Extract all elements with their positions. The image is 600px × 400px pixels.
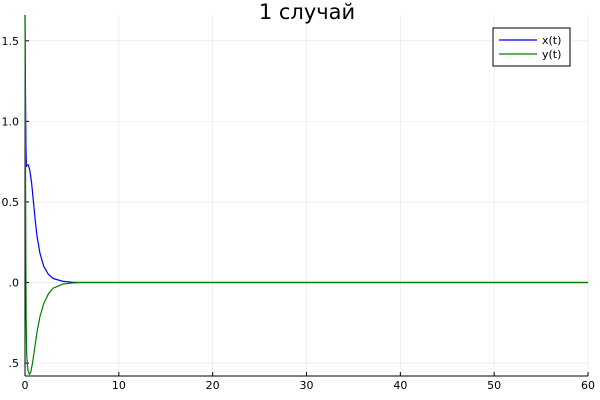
legend-box xyxy=(492,27,571,67)
legend-label-x: x(t) xyxy=(542,34,561,47)
x-tick-label-4: 40 xyxy=(393,379,407,392)
x-tick-label-3: 30 xyxy=(300,379,314,392)
x-tick-label-2: 20 xyxy=(206,379,220,392)
series-line-y xyxy=(24,14,588,375)
x-tick-label-5: 50 xyxy=(487,379,501,392)
x-tick-label-0: 0 xyxy=(22,379,29,392)
legend: x(t) y(t) xyxy=(492,27,571,67)
y-tick-label-2: 0.5 xyxy=(2,196,20,209)
y-tick-label-0: .5 xyxy=(9,357,20,370)
y-tick-label-4: 1.5 xyxy=(2,35,20,48)
tick-labels: 0 10 20 30 40 50 60 .5 .0 0.5 1.0 1.5 xyxy=(2,35,596,392)
y-tick-label-3: 1.0 xyxy=(2,115,20,128)
x-tick-label-6: 60 xyxy=(581,379,595,392)
y-tick-label-1: .0 xyxy=(9,277,20,290)
series-layer xyxy=(24,14,588,375)
legend-label-y: y(t) xyxy=(542,48,561,61)
x-tick-label-1: 10 xyxy=(112,379,126,392)
chart-title: 1 случай xyxy=(259,0,355,24)
